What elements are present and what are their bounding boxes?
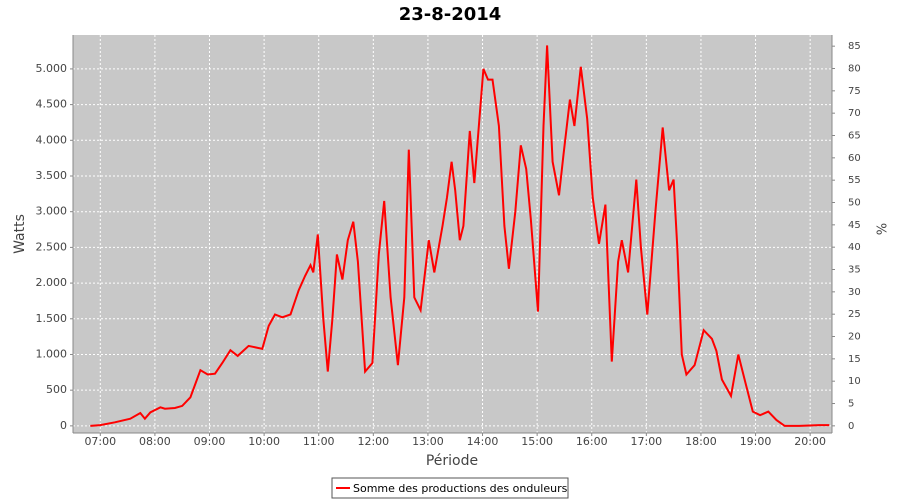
line-series [90,45,830,427]
y2-tick-label: 80 [848,64,861,75]
y2-tick-label: 85 [848,41,861,52]
y2-tick-label: 15 [848,354,861,365]
chart-title: 23-8-2014 [399,4,502,25]
plot-area [73,35,832,433]
x-tick-label: 13:00 [412,435,444,448]
x-tick-label: 07:00 [84,435,116,448]
y2-tick-label: 0 [848,421,854,432]
y2-axis-label: % [873,223,888,235]
y-tick-label: 500 [46,383,67,396]
x-tick-label: 16:00 [576,435,608,448]
y2-tick-label: 30 [848,287,861,298]
x-tick-label: 10:00 [248,435,280,448]
y2-tick-label: 45 [848,220,861,231]
y2-tick-label: 60 [848,153,861,164]
y-tick-label: 4.000 [36,133,68,146]
x-tick-label: 12:00 [357,435,389,448]
y2-tick-label: 10 [848,376,861,387]
x-tick-label: 14:00 [467,435,499,448]
y2-tick-label: 25 [848,309,861,320]
x-tick-label: 09:00 [194,435,226,448]
x-tick-label: 17:00 [630,435,662,448]
x-tick-label: 19:00 [740,435,772,448]
y-tick-label: 1.500 [36,312,68,325]
y-tick-label: 2.000 [36,276,68,289]
y-tick-label: 1.000 [36,347,68,360]
y2-tick-label: 35 [848,265,861,276]
y-tick-label: 3.000 [36,205,68,218]
y2-tick-label: 65 [848,131,861,142]
legend [331,477,569,499]
y2-tick-label: 20 [848,332,861,343]
legend-label: Somme des productions des onduleurs [353,482,568,495]
y2-tick-label: 40 [848,242,861,253]
y2-tick-label: 75 [848,86,861,97]
y-tick-label: 0 [60,419,67,432]
x-tick-label: 20:00 [794,435,826,448]
y-tick-label: 2.500 [36,240,68,253]
y2-tick-label: 70 [848,108,861,119]
x-tick-label: 15:00 [521,435,553,448]
y2-tick-label: 55 [848,175,861,186]
x-tick-label: 08:00 [139,435,171,448]
y2-tick-label: 50 [848,198,861,209]
x-axis-label: Période [426,453,478,469]
y-tick-label: 5.000 [36,62,68,75]
x-tick-label: 11:00 [303,435,335,448]
x-tick-label: 18:00 [685,435,717,448]
y-tick-label: 3.500 [36,169,68,182]
y-axis-label: Watts [12,214,28,254]
y-tick-label: 4.500 [36,98,68,111]
y2-tick-label: 5 [848,399,854,410]
